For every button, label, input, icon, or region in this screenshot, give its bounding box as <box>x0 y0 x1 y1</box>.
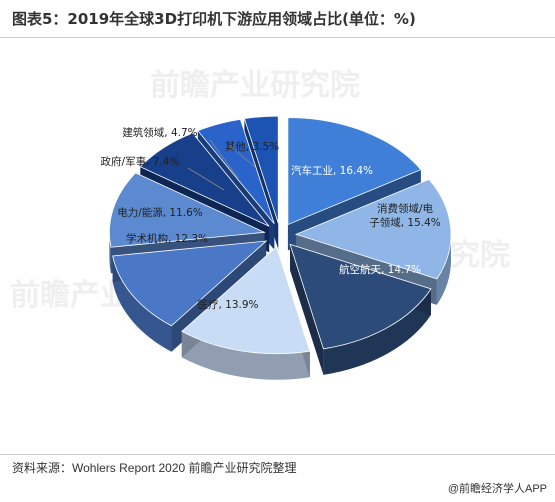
label-auto: 汽车工业, 16.4% <box>291 164 373 177</box>
slice-top-medical <box>181 246 311 355</box>
title-divider <box>0 37 555 38</box>
label-medical: 医疗, 13.9% <box>197 298 258 311</box>
leader-line <box>187 167 225 191</box>
slice-side-aero <box>323 288 431 375</box>
slice-top-other <box>243 115 279 224</box>
slice-top-construction <box>197 118 275 225</box>
slice-top-consumer <box>294 178 452 280</box>
slice-medical <box>181 246 311 380</box>
slice-top-gov <box>139 132 270 227</box>
label-aero: 航空航天, 14.7% <box>339 263 421 276</box>
label-other: 其他, 3.5% <box>225 140 279 153</box>
pie-slices <box>109 115 452 380</box>
chart-title: 图表5：2019年全球3D打印机下游应用领域占比(单位：%) <box>12 10 416 28</box>
leader-line <box>209 139 239 179</box>
label-gov: 政府/军事, 7.4% <box>101 155 180 168</box>
slice-top-auto <box>287 117 422 226</box>
slice-top-academic <box>112 240 268 327</box>
label-consumer: 消费领域/电子领域, 15.4% <box>369 202 441 229</box>
slice-academic <box>112 240 268 352</box>
label-energy: 电力/能源, 11.6% <box>117 206 203 219</box>
slice-top-aero <box>289 243 432 350</box>
credit-note: @前瞻经济学人APP <box>447 483 547 495</box>
footer-divider <box>0 454 555 455</box>
slice-aero <box>289 243 432 375</box>
slice-side-academic <box>112 255 172 352</box>
slice-side-medical <box>181 331 310 380</box>
source-note: 资料来源：Wohlers Report 2020 前瞻产业研究院整理 <box>12 461 297 475</box>
label-construction: 建筑领域, 4.7% <box>122 126 197 139</box>
pie-chart: 汽车工业, 16.4% 消费领域/电子领域, 15.4% 航空航天, 14.7% 医疗… <box>101 115 452 380</box>
leader-line <box>229 145 257 169</box>
slice-side-consumer <box>436 234 451 305</box>
label-academic: 学术机构, 12.3% <box>126 232 208 245</box>
slice-top-energy <box>109 172 266 248</box>
pie-labels: 汽车工业, 16.4% 消费领域/电子领域, 15.4% 航空航天, 14.7% 医疗… <box>101 126 441 311</box>
